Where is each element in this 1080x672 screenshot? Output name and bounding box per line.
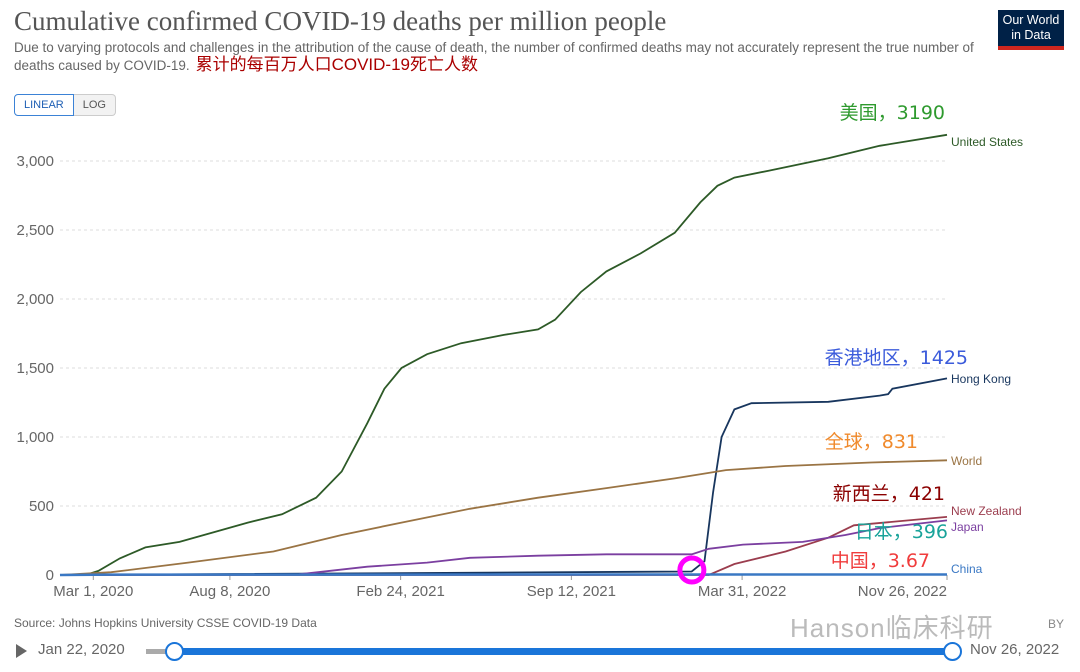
owid-logo[interactable]: Our World in Data <box>998 10 1064 50</box>
series-line-japan <box>59 519 948 576</box>
series-label: United States <box>951 135 1023 149</box>
highlight-circle <box>677 555 707 585</box>
timeline-start-date: Jan 22, 2020 <box>38 641 125 658</box>
y-tick-label: 500 <box>29 498 54 515</box>
timeline-start-handle[interactable] <box>165 642 184 661</box>
series-line-china <box>59 573 948 577</box>
series-annotation: 中国，3.67 <box>831 550 930 572</box>
series-label: New Zealand <box>951 504 1022 518</box>
timeline-end-date: Nov 26, 2022 <box>970 641 1060 658</box>
play-icon[interactable] <box>16 644 27 658</box>
timeline-track[interactable] <box>146 649 174 654</box>
x-tick-label: Mar 1, 2020 <box>53 583 133 600</box>
x-tick-label: Feb 24, 2021 <box>356 583 444 600</box>
timeline-end-handle[interactable] <box>943 642 962 661</box>
y-tick-label: 2,500 <box>16 222 54 239</box>
chart-svg: 0 500 1,000 1,500 2,000 2,500 3,000 Mar 1, 2020… <box>16 102 1023 600</box>
y-tick-label: 1,000 <box>16 429 54 446</box>
series-label: World <box>951 454 982 468</box>
scale-toggle: LINEAR LOG <box>14 94 116 116</box>
series-line-new-zealand <box>60 516 948 576</box>
series-line-united-states <box>60 133 948 576</box>
subtitle-cn: 累计的每百万人口COVID-19死亡人数 <box>195 55 479 74</box>
watermark: Hanson临床科研 <box>790 613 994 643</box>
chart-subtitle: Due to varying protocols and challenges … <box>14 39 974 74</box>
series-label: China <box>951 562 983 576</box>
series-annotation: 美国，3190 <box>840 102 945 124</box>
timeline-range[interactable] <box>174 648 952 655</box>
x-tick-label: Aug 8, 2020 <box>189 583 270 600</box>
x-tick-label: Sep 12, 2021 <box>527 583 616 600</box>
y-tick-label: 1,500 <box>16 360 54 377</box>
series-annotation: 新西兰，421 <box>833 483 945 505</box>
y-tick-label: 3,000 <box>16 153 54 170</box>
log-button[interactable]: LOG <box>73 94 116 116</box>
series-line-hong-kong <box>59 377 948 576</box>
x-tick-label: Nov 26, 2022 <box>858 583 947 600</box>
chart-title: Cumulative confirmed COVID-19 deaths per… <box>14 6 667 36</box>
subtitle-text: Due to varying protocols and challenges … <box>14 40 974 73</box>
series-annotation: 香港地区，1425 <box>825 347 968 369</box>
license-by: BY <box>1048 617 1065 631</box>
source-text: Source: Johns Hopkins University CSSE CO… <box>14 616 317 630</box>
series-label: Hong Kong <box>951 372 1011 386</box>
series-annotation: 全球，831 <box>825 431 918 453</box>
y-tick-label: 0 <box>46 567 54 584</box>
series-line-world <box>59 459 948 576</box>
y-tick-label: 2,000 <box>16 291 54 308</box>
linear-button[interactable]: LINEAR <box>14 94 74 116</box>
series-annotation: 日本，396 <box>855 521 948 543</box>
x-tick-label: Mar 31, 2022 <box>698 583 786 600</box>
series-label: Japan <box>951 520 984 534</box>
